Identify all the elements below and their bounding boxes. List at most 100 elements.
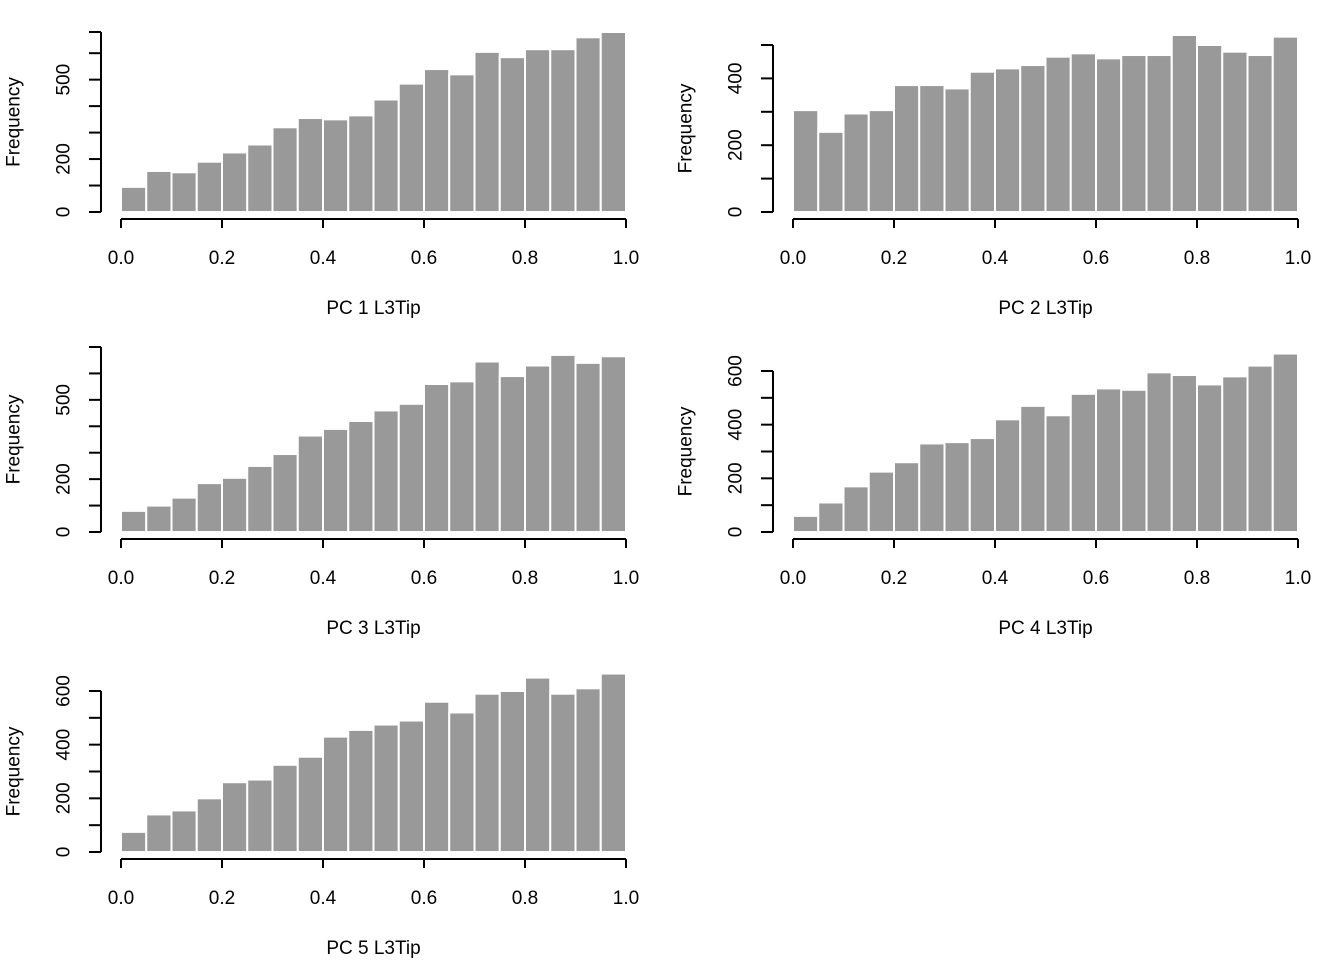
y-axis-title: Frequency: [4, 394, 25, 484]
histogram-bar: [1170, 374, 1198, 533]
histogram-bar: [1196, 44, 1224, 213]
histogram-bar: [842, 112, 870, 213]
x-tick-label: 0.4: [310, 888, 337, 909]
y-tick-label: 200: [726, 462, 747, 494]
histogram-bar: [574, 687, 602, 853]
histogram-bar: [246, 143, 274, 213]
y-tick-label: 200: [726, 129, 747, 161]
y-tick-label: 400: [726, 63, 747, 95]
histogram-bar: [1221, 50, 1249, 214]
x-axis-title: PC 2 L3Tip: [998, 298, 1092, 319]
histogram-bar: [170, 171, 198, 213]
x-tick-label: 0.6: [1083, 248, 1109, 269]
histogram-bar: [1019, 64, 1047, 214]
histogram-bar: [397, 402, 425, 533]
y-tick-label: 0: [726, 527, 747, 538]
histogram-bar: [473, 50, 501, 213]
histogram-bar: [918, 84, 946, 213]
histogram-bar: [271, 453, 299, 534]
histogram-bar: [221, 151, 249, 214]
histogram-bar: [271, 126, 299, 213]
histogram-bar: [120, 185, 148, 214]
histogram-bar: [1044, 55, 1072, 213]
y-tick-label: 200: [54, 782, 75, 814]
histogram-panel-pc1: 0.0 0.2 0.4 0.6 0.8 1.0 0 200 500 PC 1 L3Tip Frequ…: [4, 31, 639, 319]
x-tick-label: 0.2: [881, 568, 907, 589]
y-axis-title: Frequency: [4, 77, 25, 167]
y-tick-label: 500: [53, 384, 74, 416]
histogram-bar: [473, 692, 501, 853]
x-tick-label: 0.8: [1184, 568, 1210, 589]
histogram-bar: [1069, 52, 1097, 213]
histogram-bar: [448, 380, 476, 533]
histogram-bar: [1221, 375, 1249, 533]
y-tick-label: 0: [54, 207, 75, 218]
histogram-bar: [1271, 352, 1299, 533]
histogram-bar: [943, 87, 971, 213]
histogram-bar: [792, 109, 820, 213]
histogram-bar: [296, 117, 324, 213]
histogram-bar: [1145, 371, 1173, 533]
histogram-bar: [372, 723, 400, 853]
histogram-bar: [498, 56, 526, 214]
histogram-bar: [221, 476, 249, 534]
x-tick-label: 0.4: [982, 248, 1009, 269]
histogram-panel-pc5: 0.0 0.2 0.4 0.6 0.8 1.0 0 200 400 600 PC 5 L3Tip Fr…: [4, 672, 639, 959]
y-axis-title: Frequency: [676, 406, 697, 496]
histogram-bar: [170, 496, 198, 534]
histogram-bar: [195, 482, 223, 533]
histogram-bar: [145, 813, 173, 853]
y-axis-title: Frequency: [4, 726, 25, 816]
y-tick-label: 200: [53, 143, 74, 175]
histogram-bar: [1246, 364, 1274, 533]
x-tick-label: 1.0: [1285, 248, 1311, 269]
histogram-bar: [322, 118, 350, 213]
histogram-bar: [347, 114, 375, 213]
y-axis-title: Frequency: [676, 83, 697, 173]
x-axis-title: PC 4 L3Tip: [998, 618, 1092, 639]
x-tick-label: 0.4: [982, 568, 1009, 589]
x-tick-label: 1.0: [613, 888, 639, 909]
x-tick-label: 0.2: [209, 568, 235, 589]
histogram-bar: [1271, 35, 1299, 214]
histogram-bar: [296, 755, 324, 853]
histogram-bar: [918, 442, 946, 534]
y-tick-label: 400: [53, 729, 74, 761]
histogram-bar: [120, 830, 148, 854]
histogram-bar: [271, 763, 299, 853]
histogram-bar: [423, 700, 451, 853]
x-tick-label: 0.0: [780, 248, 806, 269]
x-tick-label: 0.8: [512, 888, 538, 909]
histogram-bar: [1019, 404, 1047, 534]
x-tick-label: 0.0: [108, 568, 134, 589]
y-tick-label: 400: [725, 409, 746, 441]
histogram-bar: [524, 364, 552, 533]
x-tick-label: 0.0: [108, 888, 134, 909]
histogram-bar: [246, 464, 274, 533]
x-tick-label: 0.8: [512, 568, 538, 589]
histogram-bar: [817, 501, 845, 534]
x-tick-label: 0.0: [108, 248, 134, 269]
histogram-panel-pc2: 0.0 0.2 0.4 0.6 0.8 1.0 0 200 400 PC 2 L3Tip Frequ…: [676, 33, 1311, 319]
histogram-bar: [195, 797, 223, 854]
histogram-bar: [1069, 392, 1097, 533]
histogram-panel-pc3: 0.0 0.2 0.4 0.6 0.8 1.0 0 200 500 PC 3 L3Tip Frequ…: [4, 346, 639, 639]
x-tick-label: 1.0: [1285, 568, 1311, 589]
histogram-bar: [195, 160, 223, 214]
histogram-bar: [574, 36, 602, 214]
histogram-bar: [221, 781, 249, 853]
histogram-bar: [170, 809, 198, 853]
histogram-bar: [448, 73, 476, 213]
histogram-bar: [994, 67, 1022, 213]
histogram-bar: [817, 130, 845, 213]
y-tick-label: 600: [54, 675, 75, 707]
y-tick-label: 500: [53, 64, 74, 96]
x-tick-label: 0.2: [209, 248, 235, 269]
histogram-bar: [1120, 54, 1148, 213]
histogram-bar: [599, 672, 627, 853]
y-tick-label: 0: [54, 847, 75, 858]
histogram-bar: [1145, 54, 1173, 213]
histogram-bar: [423, 383, 451, 533]
histogram-bar: [994, 418, 1022, 533]
histogram-bar: [1120, 388, 1148, 533]
